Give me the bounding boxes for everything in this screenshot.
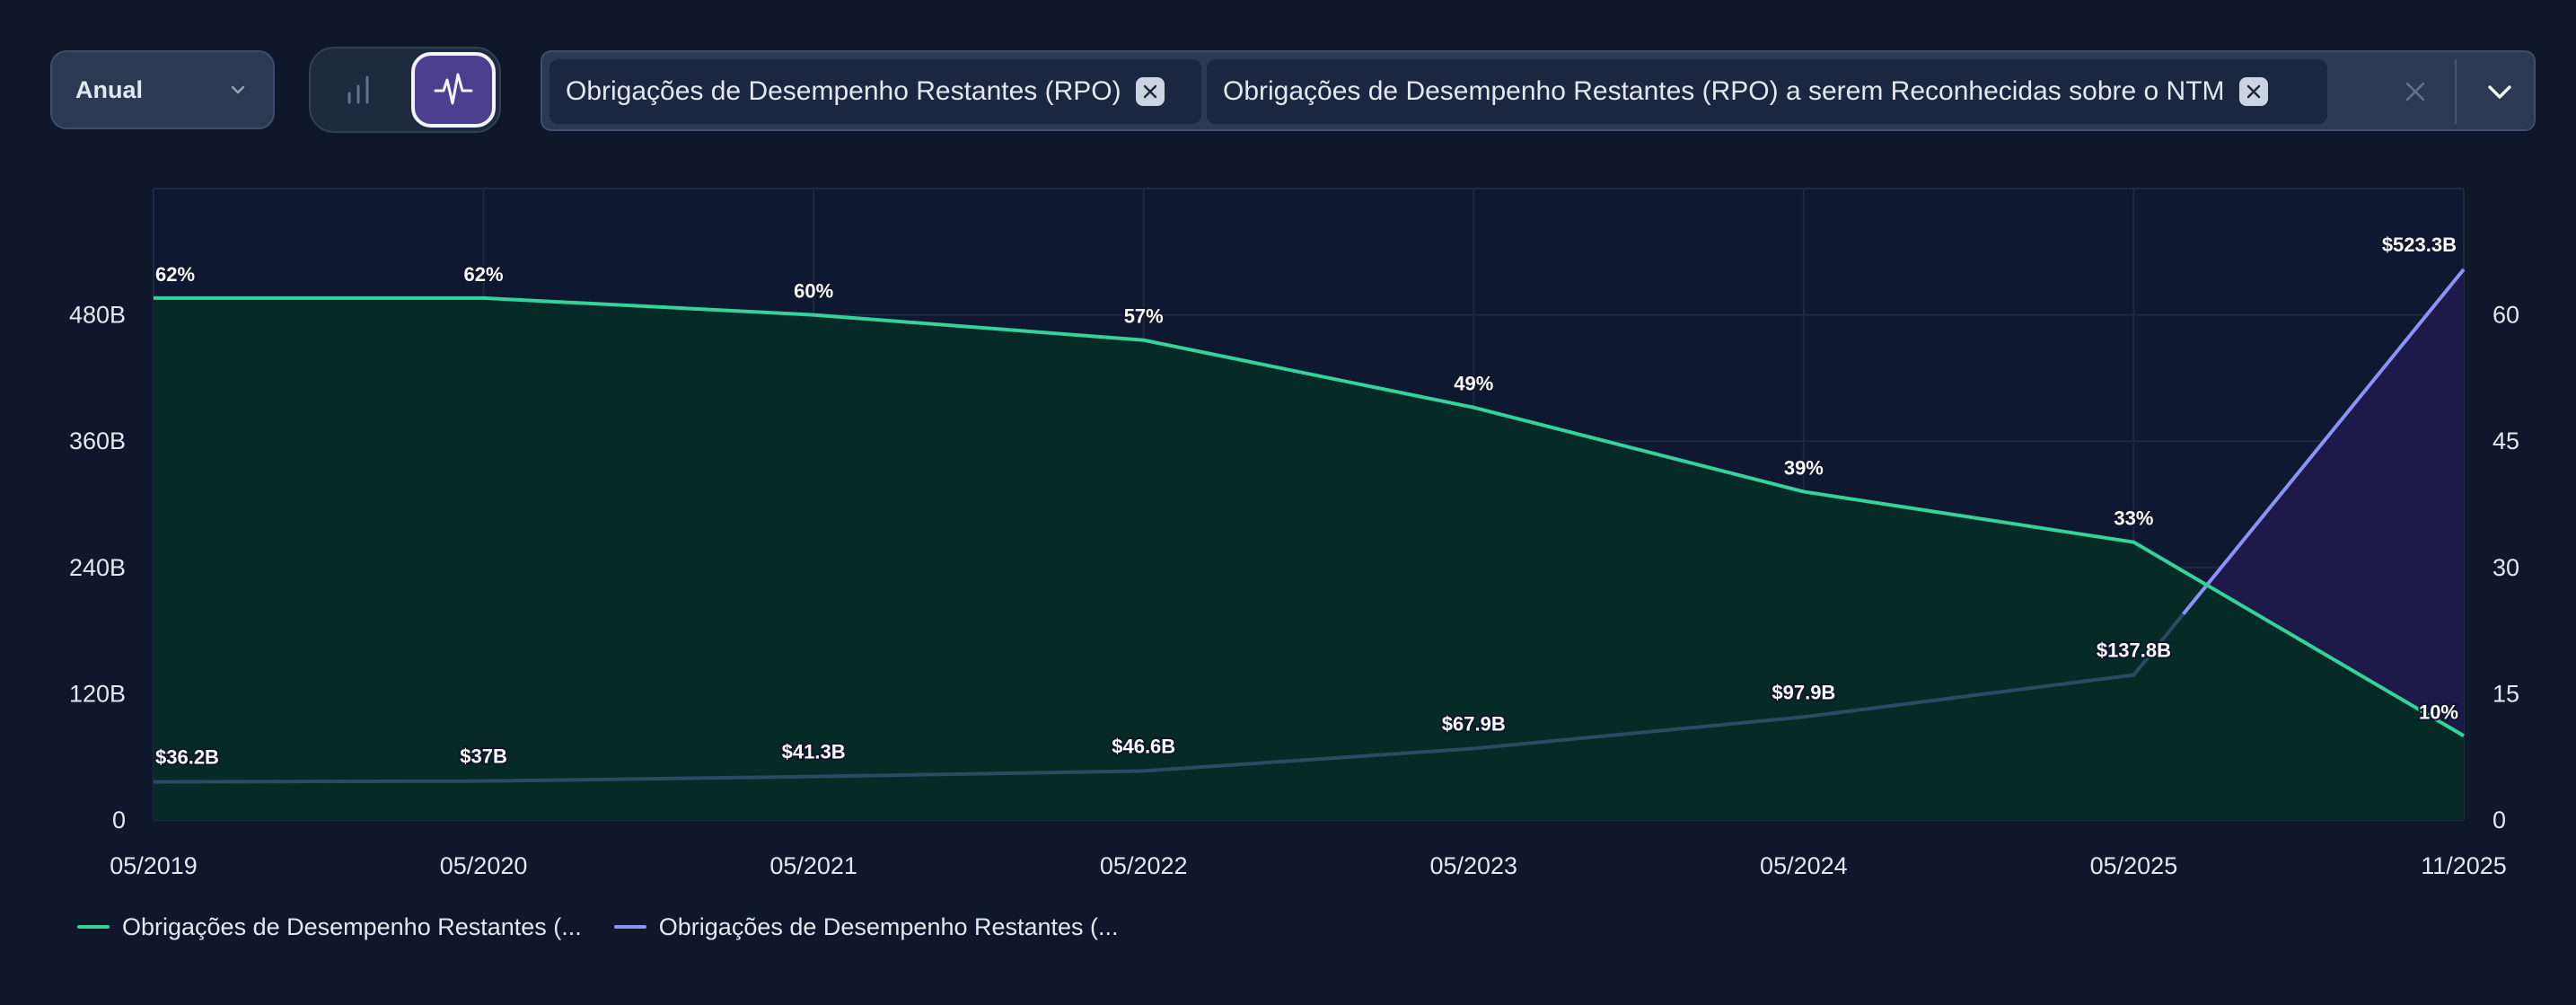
x-axis-tick-label: 05/2021 bbox=[769, 852, 857, 879]
series-line-rpo-value bbox=[153, 613, 2185, 784]
metric-chip: Obrigações de Desempenho Restantes (RPO) bbox=[549, 59, 1201, 124]
period-select[interactable]: Anual bbox=[50, 50, 275, 129]
toolbar: Anual Obrigações de Desempenho Restantes… bbox=[0, 0, 2576, 144]
x-axis-tick-label: 11/2025 bbox=[2421, 852, 2507, 879]
legend-swatch bbox=[613, 925, 646, 929]
data-label: 62% bbox=[155, 263, 195, 286]
y-axis-right-tick-label: 30 bbox=[2492, 554, 2519, 581]
period-select-value: Anual bbox=[75, 75, 144, 103]
bar-chart-icon bbox=[347, 75, 369, 104]
y-axis-left-tick-label: 360B bbox=[69, 428, 126, 454]
data-label: $137.8B bbox=[2097, 639, 2171, 662]
metric-chip-label: Obrigações de Desempenho Restantes (RPO)… bbox=[1223, 76, 2225, 106]
close-icon[interactable] bbox=[2238, 77, 2268, 106]
bar-chart-button[interactable] bbox=[316, 52, 400, 128]
data-label: 39% bbox=[1784, 456, 1824, 479]
data-label: $67.9B bbox=[1442, 712, 1506, 735]
legend-label: Obrigações de Desempenho Restantes (... bbox=[658, 912, 1119, 940]
x-axis-tick-label: 05/2025 bbox=[2090, 852, 2178, 879]
metric-chip: Obrigações de Desempenho Restantes (RPO)… bbox=[1207, 59, 2327, 124]
data-label: 10% bbox=[2419, 701, 2458, 723]
divider bbox=[2455, 59, 2457, 124]
chevron-down-icon bbox=[231, 85, 245, 94]
y-axis-right-tick-label: 15 bbox=[2492, 680, 2519, 707]
chevron-down-icon bbox=[2488, 85, 2511, 99]
data-label: 60% bbox=[794, 280, 833, 303]
chart: 0 0 120B 15 240B 30 360B 45 480B 60 05/2019 05/2020… bbox=[69, 188, 2519, 879]
close-icon[interactable] bbox=[1135, 77, 1165, 106]
data-label: 49% bbox=[1454, 373, 1493, 395]
metric-chip-label: Obrigações de Desempenho Restantes (RPO) bbox=[566, 76, 1121, 106]
y-axis-left-tick-label: 480B bbox=[69, 302, 126, 329]
line-chart-icon bbox=[434, 73, 473, 105]
data-label: $41.3B bbox=[782, 741, 846, 763]
series-area-percentage bbox=[154, 297, 2464, 820]
legend-swatch bbox=[77, 925, 110, 929]
series-area-ntm bbox=[2206, 269, 2464, 736]
y-axis-right-tick-label: 45 bbox=[2492, 428, 2519, 454]
x-axis-tick-label: 05/2022 bbox=[1100, 852, 1188, 879]
data-label: $46.6B bbox=[1112, 735, 1175, 757]
legend-item[interactable]: Obrigações de Desempenho Restantes (... bbox=[613, 912, 1119, 941]
clear-all-button[interactable] bbox=[2397, 74, 2433, 110]
expand-button[interactable] bbox=[2478, 70, 2521, 113]
data-label: $37B bbox=[460, 745, 507, 768]
x-axis-tick-label: 05/2023 bbox=[1429, 852, 1517, 879]
series-line-rpo-percentage bbox=[154, 295, 2466, 737]
data-label: $97.9B bbox=[1772, 681, 1835, 703]
data-label: $523.3B bbox=[2382, 234, 2457, 256]
close-icon bbox=[2405, 82, 2425, 101]
line-chart-button[interactable] bbox=[411, 52, 496, 128]
chart-legend: Obrigações de Desempenho Restantes (... … bbox=[77, 909, 1119, 945]
x-axis-tick-label: 05/2024 bbox=[1760, 852, 1848, 879]
metric-selector[interactable]: Obrigações de Desempenho Restantes (RPO)… bbox=[541, 50, 2536, 131]
y-axis-right-tick-label: 0 bbox=[2492, 807, 2506, 833]
x-axis-tick-label: 05/2020 bbox=[440, 852, 528, 879]
chart-type-toggle bbox=[309, 47, 501, 133]
data-label: $36.2B bbox=[155, 746, 219, 769]
legend-item[interactable]: Obrigações de Desempenho Restantes (... bbox=[77, 913, 582, 941]
x-axis-tick-label: 05/2019 bbox=[110, 852, 198, 879]
y-axis-left-tick-label: 120B bbox=[69, 680, 126, 707]
data-label: 33% bbox=[2114, 507, 2153, 530]
y-axis-left-tick-label: 240B bbox=[69, 554, 126, 581]
series-line-ntm bbox=[2182, 268, 2466, 616]
y-axis-left-tick-label: 0 bbox=[112, 807, 126, 833]
data-label: 62% bbox=[464, 263, 504, 286]
legend-label: Obrigações de Desempenho Restantes (... bbox=[122, 912, 582, 940]
data-label: 57% bbox=[1124, 305, 1164, 328]
y-axis-right-tick-label: 60 bbox=[2492, 302, 2519, 329]
